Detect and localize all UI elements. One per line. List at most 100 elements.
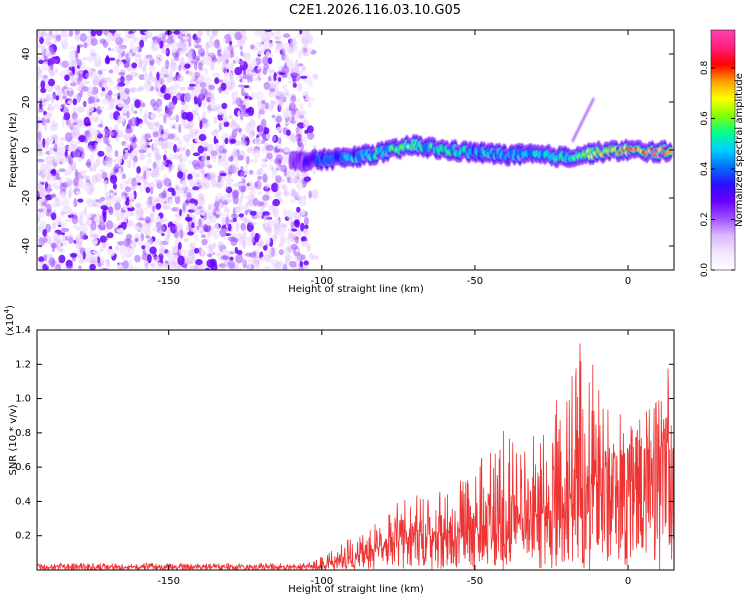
noise-speck bbox=[52, 164, 57, 170]
noise-speck bbox=[179, 86, 187, 91]
noise-speck bbox=[127, 34, 133, 40]
noise-speck bbox=[149, 246, 157, 255]
noise-speck bbox=[52, 118, 56, 127]
noise-speck bbox=[38, 180, 44, 191]
noise-speck bbox=[114, 202, 121, 211]
noise-speck bbox=[51, 193, 57, 198]
noise-speck bbox=[290, 177, 295, 184]
noise-speck bbox=[158, 76, 165, 82]
noise-speck bbox=[217, 156, 222, 166]
noise-speck bbox=[126, 110, 130, 119]
noise-speck bbox=[282, 208, 288, 217]
noise-speck bbox=[284, 216, 290, 221]
noise-speck bbox=[73, 131, 80, 136]
noise-speck bbox=[171, 190, 176, 197]
noise-speck bbox=[306, 243, 311, 252]
noise-speck bbox=[135, 177, 141, 183]
noise-speck bbox=[300, 209, 306, 216]
noise-speck bbox=[71, 212, 78, 216]
noise-speck bbox=[268, 253, 274, 259]
noise-speck bbox=[53, 103, 60, 109]
noise-speck bbox=[61, 198, 70, 208]
noise-speck bbox=[75, 237, 84, 245]
noise-speck bbox=[238, 184, 247, 193]
noise-speck bbox=[210, 178, 217, 189]
noise-speck bbox=[282, 109, 291, 118]
noise-speck bbox=[244, 210, 248, 216]
noise-speck bbox=[118, 115, 125, 123]
noise-speck bbox=[281, 92, 289, 96]
noise-speck bbox=[59, 182, 67, 192]
noise-speck bbox=[216, 55, 224, 61]
noise-speck bbox=[198, 159, 205, 169]
snr-ticks: -150 -100 -50 0 0.2 0.4 0.6 0.8 1.0 1.2 1.4 bbox=[15, 325, 674, 587]
noise-speck bbox=[205, 30, 211, 37]
noise-speck bbox=[55, 95, 60, 101]
noise-speck bbox=[179, 208, 183, 217]
noise-speck bbox=[215, 143, 220, 153]
noise-speck bbox=[88, 217, 94, 221]
noise-speck bbox=[283, 146, 290, 153]
noise-speck bbox=[198, 62, 203, 71]
noise-speck bbox=[46, 53, 53, 58]
noise-speck bbox=[192, 159, 200, 167]
noise-speck bbox=[73, 239, 77, 244]
noise-speck bbox=[243, 127, 249, 133]
noise-speck bbox=[269, 87, 275, 93]
noise-speck bbox=[114, 63, 119, 74]
noise-speck bbox=[55, 264, 62, 270]
noise-speck bbox=[217, 109, 225, 116]
noise-speck bbox=[273, 72, 278, 82]
noise-speck bbox=[105, 248, 112, 253]
noise-speck bbox=[135, 225, 141, 232]
noise-speck bbox=[175, 217, 182, 223]
noise-speck bbox=[275, 40, 282, 44]
noise-speck bbox=[98, 199, 104, 204]
noise-speck bbox=[189, 129, 195, 139]
noise-speck bbox=[112, 93, 120, 97]
signal-cell bbox=[591, 97, 595, 102]
noise-speck bbox=[274, 194, 282, 198]
colorbar-scale bbox=[710, 29, 736, 271]
noise-speck bbox=[262, 173, 268, 183]
snr-scale-note: (x104) bbox=[3, 305, 16, 336]
noise-speck bbox=[288, 37, 296, 41]
noise-speck bbox=[282, 33, 291, 38]
noise-speck bbox=[76, 106, 85, 113]
noise-speck bbox=[146, 200, 151, 208]
noise-speck bbox=[194, 44, 203, 49]
noise-speck bbox=[296, 98, 300, 103]
noise-speck bbox=[207, 253, 213, 258]
noise-speck bbox=[230, 81, 236, 89]
noise-speck bbox=[178, 162, 186, 170]
noise-speck bbox=[131, 181, 137, 190]
noise-speck bbox=[84, 137, 89, 144]
noise-speck bbox=[184, 92, 191, 103]
noise-speck bbox=[101, 87, 106, 92]
noise-speck bbox=[121, 50, 126, 57]
noise-speck bbox=[41, 201, 47, 206]
noise-speck bbox=[274, 262, 282, 270]
noise-speck bbox=[229, 71, 235, 82]
noise-speck bbox=[187, 259, 195, 264]
noise-speck bbox=[242, 73, 248, 80]
noise-speck bbox=[169, 88, 177, 94]
noise-speck bbox=[92, 233, 100, 239]
noise-speck bbox=[295, 59, 299, 68]
noise-speck bbox=[128, 222, 132, 227]
noise-speck bbox=[100, 196, 106, 202]
noise-speck bbox=[156, 81, 161, 89]
noise-speck bbox=[156, 262, 163, 270]
noise-speck bbox=[76, 45, 81, 54]
noise-speck bbox=[145, 235, 151, 239]
noise-speck bbox=[194, 234, 199, 241]
noise-speck bbox=[40, 173, 46, 179]
noise-speck bbox=[83, 42, 88, 49]
noise-speck bbox=[93, 217, 101, 222]
noise-speck bbox=[45, 194, 53, 201]
noise-speck bbox=[292, 45, 299, 52]
noise-speck bbox=[79, 89, 83, 98]
noise-speck bbox=[83, 182, 91, 191]
noise-speck bbox=[163, 154, 167, 161]
noise-speck bbox=[192, 186, 200, 191]
